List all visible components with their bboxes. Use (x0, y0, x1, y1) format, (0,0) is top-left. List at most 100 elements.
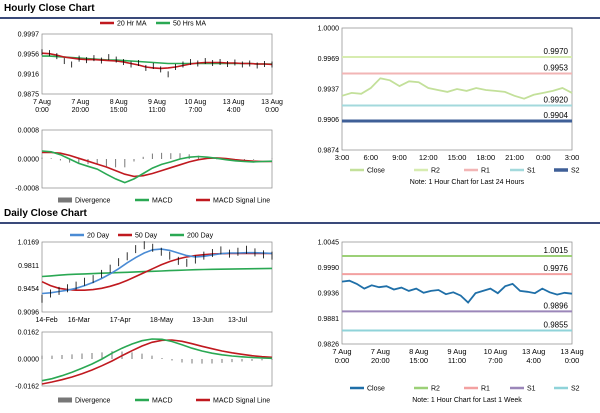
hourly-pivot-legend-s1-label: S1 (527, 168, 536, 175)
daily-xtick: 13-Jul (228, 317, 248, 324)
weekly-pivot-r1-label: 0.9976 (544, 264, 569, 273)
weekly-pivot-xtick-time: 7:00 (488, 356, 503, 365)
weekly-pivot-ytick: 0.9990 (318, 265, 340, 272)
hourly-pivot-ytick: 0.9937 (318, 87, 340, 94)
hourly-pivot-r1-label: 0.9953 (544, 64, 569, 73)
weekly-pivot-xtick-date: 13 Aug (560, 347, 583, 356)
weekly-pivot-ytick: 1.0045 (318, 240, 340, 247)
weekly-pivot-r2-label: 1.0015 (544, 246, 569, 255)
legend-divergence-label: Divergence (75, 198, 111, 205)
hourly-xtick-time: 0:00 (35, 107, 49, 114)
hourly-xtick-time: 20:00 (72, 107, 90, 114)
hourly-pivot-ytick: 0.9906 (318, 117, 340, 124)
daily-price-ytick: 1.0169 (18, 240, 40, 247)
hourly-pivot-xtick: 9:00 (392, 153, 407, 162)
daily-xtick: 18-May (150, 317, 174, 324)
daily-xtick: 14-Feb (36, 317, 58, 324)
hourly-xtick-date: 13 Aug (223, 99, 245, 106)
hourly-pivot-ytick: 0.9874 (318, 148, 340, 155)
weekly-pivot-ytick: 0.9881 (318, 316, 340, 323)
weekly-pivot-xtick-date: 7 Aug (371, 347, 390, 356)
weekly-pivot-note: Note: 1 Hour Chart for Last 1 Week (412, 397, 522, 404)
hourly-price-ytick: 0.9956 (18, 52, 40, 59)
hourly-price-ytick: 0.9916 (18, 72, 40, 79)
weekly-pivot-xtick-time: 11:00 (448, 356, 466, 365)
weekly-pivot-close-line (341, 279, 573, 304)
daily-macd-signal-line (41, 339, 273, 385)
weekly-pivot-s2-label: 0.9855 (544, 320, 569, 329)
hourly-pivot-legend-s2-label: S2 (571, 168, 580, 175)
weekly-pivot-xtick-date: 13 Aug (522, 347, 545, 356)
ma20-line (41, 52, 273, 70)
legend-20-day-label: 20 Day (87, 233, 110, 240)
weekly-pivot-legend-close-label: Close (367, 386, 385, 393)
weekly-pivot-chart: 1.0045 0.9990 0.9936 0.9881 0.9826 1.0015 0.99… (318, 240, 584, 405)
hourly-xtick-time: 0:00 (265, 107, 279, 114)
hourly-macd-frame (41, 129, 273, 189)
legend-50hr-ma-label: 50 Hrs MA (173, 21, 206, 28)
hourly-pivot-ytick: 0.9969 (318, 56, 340, 63)
hourly-xtick-time: 11:00 (149, 107, 166, 114)
weekly-pivot-ytick: 0.9826 (318, 342, 340, 349)
hourly-price-ytick: 0.9997 (18, 32, 40, 39)
hourly-pivot-legend-r2-label: R2 (431, 168, 440, 175)
legend-macd-signal-label: MACD Signal Line (213, 198, 270, 205)
daily-macd-frame (41, 331, 273, 387)
hourly-xtick-date: 7 Aug (33, 99, 51, 106)
daily-price-chart: 20 Day 50 Day 200 Day 1.0169 0.9811 0.9454 0.9… (18, 233, 273, 324)
hourly-pivot-close-line (341, 77, 573, 100)
hourly-pivot-xtick: 15:00 (448, 153, 467, 162)
hourly-pivot-xtick: 21:00 (505, 153, 524, 162)
legend-50-day-label: 50 Day (135, 233, 158, 240)
legend-daily-macd-signal-label: MACD Signal Line (213, 398, 270, 405)
weekly-pivot-xtick-time: 20:00 (371, 356, 390, 365)
daily-section-rule (0, 222, 600, 224)
hourly-section-rule (0, 17, 600, 19)
hourly-macd-chart: 0.0008 0.0000 -0.0008 Divergence MACD MACD Si… (15, 128, 273, 205)
ma200-line (41, 267, 273, 278)
legend-macd-label: MACD (152, 198, 173, 205)
daily-xtick: 17-Apr (110, 317, 132, 324)
hourly-xtick-time: 15:00 (110, 107, 128, 114)
daily-macd-ytick: 0.0162 (18, 330, 40, 337)
macd-line (41, 150, 273, 184)
weekly-pivot-legend-r1-label: R1 (481, 386, 490, 393)
daily-macd-ytick: 0.0000 (18, 357, 40, 364)
hourly-pivot-xtick: 3:00 (565, 153, 580, 162)
hourly-pivot-xtick: 0:00 (536, 153, 551, 162)
hourly-section-title: Hourly Close Chart (4, 3, 95, 14)
weekly-pivot-xtick-time: 4:00 (526, 356, 541, 365)
hourly-pivot-xtick: 18:00 (476, 153, 495, 162)
daily-xtick: 13-Jun (192, 317, 214, 324)
hourly-price-ytick: 0.9875 (18, 92, 40, 99)
weekly-pivot-s1-label: 0.9896 (544, 301, 569, 310)
hourly-pivot-r2-label: 0.9970 (544, 47, 569, 56)
weekly-pivot-xtick-date: 9 Aug (447, 347, 466, 356)
weekly-pivot-legend-s1-label: S1 (527, 386, 536, 393)
hourly-pivot-legend-close-label: Close (367, 168, 385, 175)
hourly-pivot-xtick: 3:00 (335, 153, 350, 162)
hourly-macd-ytick: 0.0008 (18, 128, 40, 135)
legend-daily-divergence-label: Divergence (75, 398, 111, 405)
hourly-macd-ytick: 0.0000 (18, 157, 40, 164)
daily-price-ytick: 0.9096 (18, 310, 40, 317)
weekly-pivot-xtick-time: 0:00 (335, 356, 350, 365)
hourly-xtick-date: 10 Aug (184, 99, 206, 106)
hourly-pivot-s2-label: 0.9904 (544, 111, 569, 120)
weekly-pivot-legend-s2-label: S2 (571, 386, 580, 393)
daily-price-ytick: 0.9811 (18, 263, 39, 270)
daily-price-ytick: 0.9454 (18, 286, 40, 293)
hourly-pivot-chart: 1.0000 0.9969 0.9937 0.9906 0.9874 0.9970 0.99… (318, 26, 580, 187)
weekly-pivot-xtick-date: 7 Aug (332, 347, 351, 356)
daily-price-frame (41, 241, 273, 313)
weekly-pivot-xtick-date: 10 Aug (484, 347, 507, 356)
daily-macd-line (41, 338, 273, 382)
daily-xtick: 16-Mar (68, 317, 91, 324)
hourly-pivot-xtick: 6:00 (363, 153, 378, 162)
hourly-xtick-date: 13 Aug (261, 99, 283, 106)
legend-daily-macd-label: MACD (152, 398, 173, 405)
hourly-xtick-date: 7 Aug (71, 99, 89, 106)
ma20-daily-line (41, 248, 273, 295)
hourly-xtick-time: 7:00 (189, 107, 203, 114)
hourly-pivot-s1-label: 0.9920 (544, 95, 569, 104)
